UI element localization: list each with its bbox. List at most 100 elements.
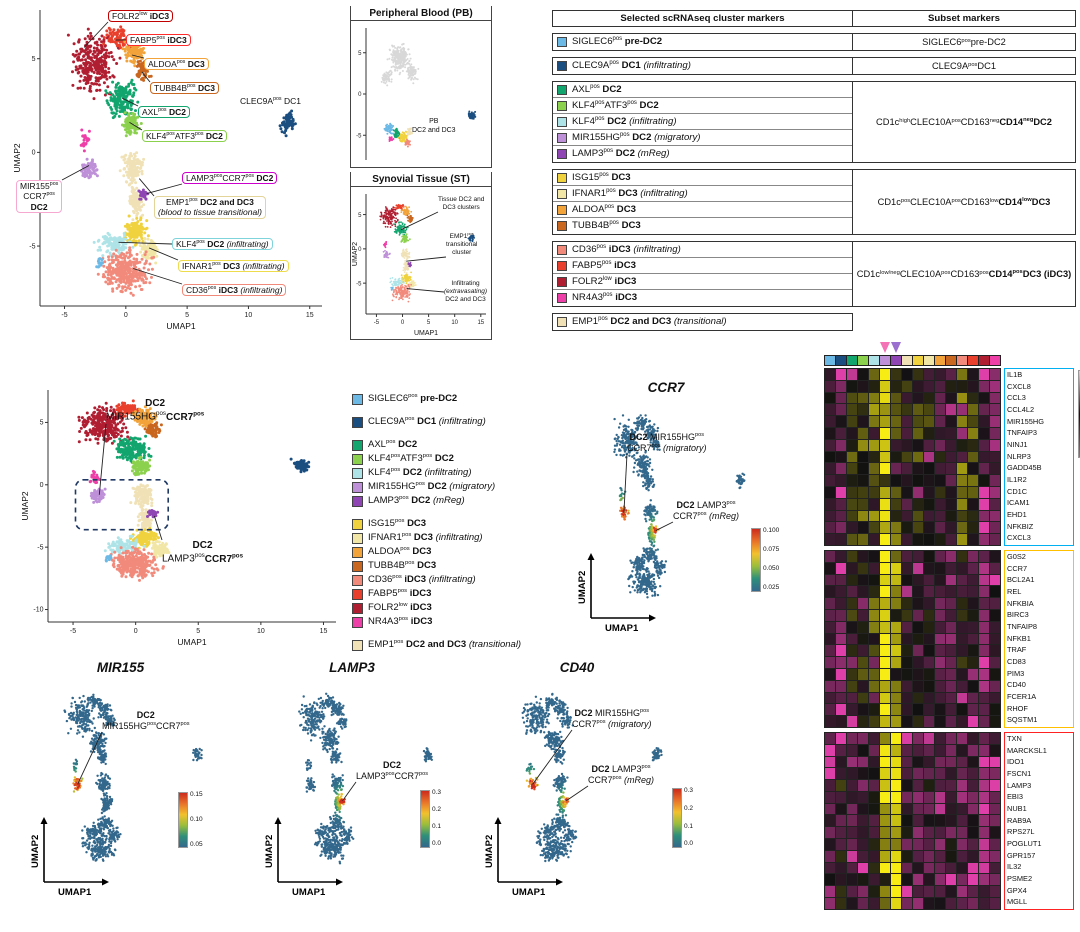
legend-swatch: [352, 439, 363, 451]
marker-row: EMP1pos DC2 and DC3 (transitional): [553, 314, 852, 330]
colorbar-ticks: 0.15 0.10 0.05: [190, 791, 203, 848]
cluster-color-swatch: [557, 116, 567, 127]
cluster-callout: ALDOApos DC3: [144, 58, 209, 71]
gene-label-column: IL1B CXCL8 CCL3 CCL4L2 MIR155HG TNFAIP3 NINJ1 N…: [1004, 368, 1074, 914]
marker-row: AXLpos DC2: [553, 82, 852, 98]
colorbar-ticks: 0.100 0.075 0.050 0.025: [763, 527, 780, 592]
cluster-marker-column: CLEC9Apos DC1 (infiltrating): [553, 58, 853, 74]
cluster-callout: TUBB4Bpos DC3: [150, 82, 219, 95]
marker-label: FOLR2low iDC3: [572, 275, 637, 288]
marker-label: KLF4posATF3pos DC2: [572, 99, 659, 112]
legend-label: TUBB4Bpos DC3: [368, 560, 437, 572]
svg-text:5: 5: [427, 320, 431, 326]
svg-text:-5: -5: [374, 320, 380, 326]
marker-row: NR4A3pos iDC3: [553, 290, 852, 306]
legend-item: MIR155HGpos DC2 (migratory): [352, 480, 521, 494]
svg-text:0: 0: [32, 150, 36, 157]
svg-text:15: 15: [477, 320, 484, 326]
marker-row: FABP5pos iDC3: [553, 258, 852, 274]
marker-label: LAMP3pos DC2 (mReg): [572, 148, 670, 160]
marker-label: TUBB4Bpos DC3: [572, 220, 641, 232]
legend-swatch: [352, 453, 363, 465]
cluster-marker-column: CD36pos iDC3 (infiltrating) FABP5pos iDC3…: [553, 242, 853, 306]
svg-text:10: 10: [245, 312, 253, 319]
cluster-callout: KLF4pos DC2 (infiltrating): [172, 238, 273, 251]
gene-label: IL32: [1007, 862, 1022, 872]
panel-umap-main-annotated: 5 0 -5 UMAP2 -5 0 5 10 15 UMAP1 FOLR2low iDC3 FABP5…: [8, 4, 330, 344]
legend-group-3: AXLpos DC2 KLF4posATF3pos DC2 KLF4pos DC2 …: [352, 438, 521, 508]
colorbar-ticks: 0.3 0.2 0.1 0.0: [432, 789, 442, 848]
marker-label: CD36pos iDC3 (infiltrating): [572, 243, 681, 256]
gene-label: FCER1A: [1007, 691, 1037, 701]
p-pb-plot: 5 0 -5: [356, 28, 477, 160]
p-st-plot: 5 0 -5 UMAP2 -5 0 5 10 15 UMAP1: [352, 194, 486, 337]
subset-marker-cell: CD1c pos CLEC10A pos CD163 low CD14low DC3: [877, 196, 1051, 207]
legend-item: AXLpos DC2: [352, 438, 521, 452]
gene-label: NFKB1: [1007, 633, 1031, 643]
plot-annotation: DC2 MIR155HGpos CCR7pos (migratory): [572, 708, 652, 729]
mir155-title: MIR155: [96, 660, 145, 675]
column-highlight-arrow: [891, 342, 901, 353]
header-cluster-markers: Selected scRNAseq cluster markers: [553, 11, 853, 26]
gene-label: CD83: [1007, 656, 1026, 666]
legend-label: ISG15pos DC3: [368, 518, 427, 530]
gene-label: TNFAIP8: [1007, 621, 1037, 631]
marker-table-group-2: CLEC9Apos DC1 (infiltrating) CLEC9A pos DC…: [552, 57, 1076, 75]
gene-label: CD1C: [1007, 486, 1028, 496]
gene-label: IL1B: [1007, 370, 1023, 379]
heatmap-scale-legend: 21.510.50-0.5-1-1.5-2: [1078, 368, 1080, 460]
cluster-callout: KLF4posATF3pos DC2: [142, 130, 227, 143]
heatmap-matrix-group-1: [824, 368, 1001, 546]
cluster-marker-column: SIGLEC6pos pre-DC2: [553, 34, 853, 50]
gene-label: NINJ1: [1007, 439, 1028, 449]
st-title: Synovial Tissue (ST): [351, 172, 491, 187]
cluster-callout: EMP1pos DC2 and DC3 (blood to tissue tran…: [154, 196, 266, 219]
svg-text:-5: -5: [61, 312, 67, 319]
subset-marker-cell: CD1c low/neg CLEC10A pos CD163 pos CD14pos DC3 …: [856, 268, 1072, 279]
heatmap-matrix-group-2: [824, 549, 1001, 728]
legend-item: ALDOApos DC3: [352, 545, 521, 559]
legend-label: FOLR2low iDC3: [368, 602, 432, 614]
marker-row: TUBB4Bpos DC3: [553, 218, 852, 234]
heatmap-panel: IL1B CXCL8 CCL3 CCL4L2 MIR155HG TNFAIP3 NINJ1 N…: [824, 342, 1080, 914]
feature-colorbar: 0.100 0.075 0.050 0.025: [751, 527, 780, 592]
legend-item: TUBB4Bpos DC3: [352, 559, 521, 573]
plot-annotation: PB DC2 and DC3: [412, 118, 456, 134]
gene-label: GPR157: [1007, 850, 1036, 860]
svg-text:5: 5: [358, 51, 362, 57]
cluster-callout: AXLpos DC2: [138, 106, 190, 119]
gene-label: EBI3: [1007, 792, 1024, 802]
gene-label: EHD1: [1007, 509, 1027, 519]
legend-swatch: [352, 602, 363, 614]
cd40-title: CD40: [559, 660, 595, 675]
gene-label: RPS27L: [1007, 827, 1035, 837]
cluster-color-swatch: [557, 61, 567, 71]
legend-item: CLEC9Apos DC1 (infiltrating): [352, 415, 521, 429]
cluster-color-swatch: [557, 260, 567, 271]
legend-group-1: SIGLEC6pos pre-DC2: [352, 392, 521, 406]
gene-label: RHOF: [1007, 703, 1028, 713]
legend-label: EMP1pos DC2 and DC3 (transitional): [368, 639, 522, 651]
cluster-callout: CD36pos iDC3 (infiltrating): [182, 284, 287, 297]
heatmap-body: IL1B CXCL8 CCL3 CCL4L2 MIR155HG TNFAIP3 NINJ1 N…: [824, 368, 1080, 914]
cluster-marker-column: AXLpos DC2 KLF4posATF3pos DC2 KLF4pos DC2 …: [553, 82, 853, 162]
marker-label: NR4A3pos iDC3: [572, 292, 638, 304]
marker-row: MIR155HGpos DC2 (migratory): [553, 130, 852, 146]
gene-group-box-2: G0S2 CCR7 BCL2A1 REL NFKBIA BIRC3 TNFAIP8 NFKB1…: [1004, 550, 1074, 728]
marker-label: ALDOApos DC3: [572, 203, 636, 216]
gene-group-box-1: IL1B CXCL8 CCL3 CCL4L2 MIR155HG TNFAIP3 NINJ1 N…: [1004, 368, 1074, 546]
gene-label: TXN: [1007, 734, 1022, 743]
legend-swatch: [352, 467, 363, 479]
gene-label: MGLL: [1007, 897, 1028, 907]
feature-colorbar: 0.15 0.10 0.05: [178, 791, 203, 848]
marker-label: IFNAR1pos DC3 (infiltrating): [572, 187, 688, 200]
gene-label: GADD45B: [1007, 463, 1042, 473]
cluster-callout: LAMP3posCCR7pos DC2: [182, 172, 278, 185]
plot-annotation: DC2 MIR155HGpos CCR7pos (migratory): [627, 432, 707, 453]
legend-item: KLF4posATF3pos DC2: [352, 452, 521, 466]
gene-label: CCL4L2: [1007, 404, 1035, 414]
